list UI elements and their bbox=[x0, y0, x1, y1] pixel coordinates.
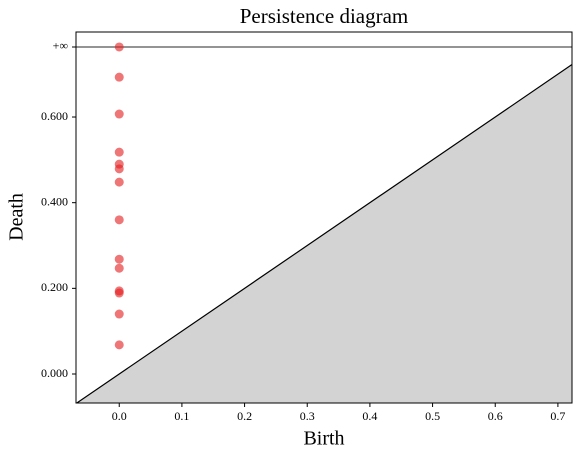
y-tick-label: 0.600 bbox=[41, 109, 68, 123]
y-tick-label: 0.000 bbox=[41, 366, 68, 380]
point bbox=[114, 42, 124, 52]
point bbox=[114, 263, 124, 273]
point bbox=[114, 288, 124, 298]
plot-frame bbox=[75, 31, 573, 404]
x-tick-label: 0.6 bbox=[488, 409, 503, 423]
y-tick-label: 0.400 bbox=[41, 194, 68, 208]
point bbox=[114, 164, 124, 174]
x-tick-label: 0.5 bbox=[425, 409, 440, 423]
chart-title: Persistence diagram bbox=[240, 4, 409, 28]
x-tick-label: 0.4 bbox=[362, 409, 377, 423]
diagonal-region bbox=[76, 64, 572, 403]
point bbox=[114, 109, 124, 119]
x-tick-label: 0.0 bbox=[112, 409, 127, 423]
point bbox=[114, 177, 124, 187]
point bbox=[114, 309, 124, 319]
point bbox=[114, 340, 124, 350]
point bbox=[114, 72, 124, 82]
y-tick-label: 0.200 bbox=[41, 280, 68, 294]
y-tick-label: +∞ bbox=[53, 39, 68, 53]
x-tick-label: 0.2 bbox=[237, 409, 252, 423]
point bbox=[114, 215, 124, 225]
x-tick-label: 0.3 bbox=[300, 409, 315, 423]
diagonal bbox=[76, 64, 573, 404]
x-tick-label: 0.7 bbox=[550, 409, 565, 423]
x-tick-label: 0.1 bbox=[174, 409, 189, 423]
point bbox=[114, 254, 124, 264]
point bbox=[114, 147, 124, 157]
y-axis-label: Death bbox=[6, 193, 28, 241]
x-axis-label: Birth bbox=[303, 428, 344, 450]
